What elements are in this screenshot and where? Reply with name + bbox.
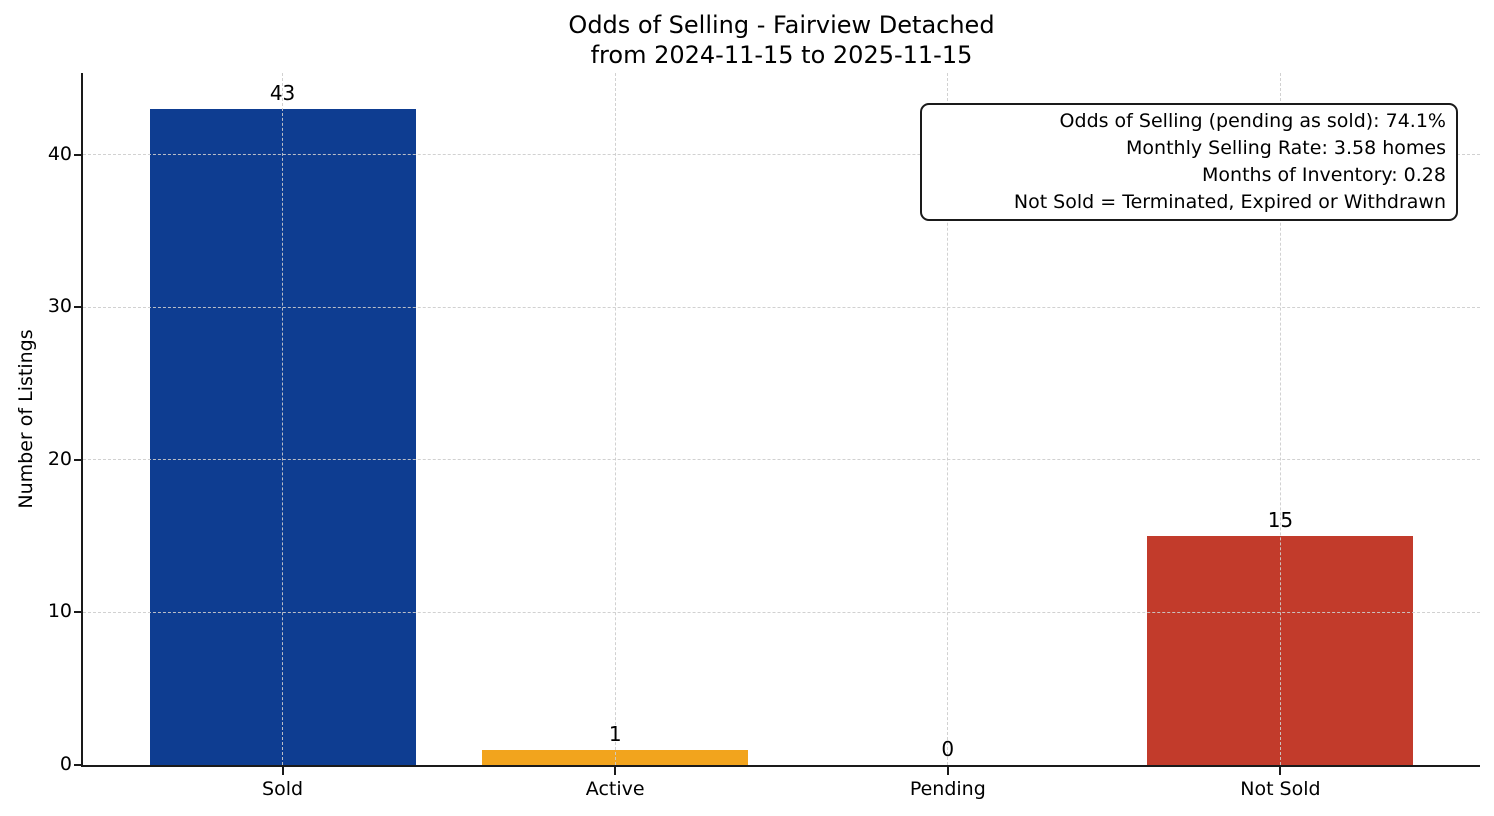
y-tick-label: 30	[47, 295, 72, 318]
y-tick-mark	[74, 458, 82, 461]
bar-value-label: 0	[941, 737, 955, 761]
x-axis-spine	[81, 765, 1480, 767]
y-axis-spine	[81, 73, 83, 767]
x-tick-label-pending: Pending	[909, 778, 986, 800]
y-tick-label: 40	[47, 142, 72, 165]
horizontal-gridline	[83, 306, 1480, 308]
bar-value-label: 15	[1267, 508, 1294, 533]
y-tick-label: 20	[47, 447, 72, 470]
horizontal-gridline	[83, 154, 1480, 156]
stats-annotation-box: Odds of Selling (pending as sold): 74.1%…	[920, 103, 1458, 221]
x-tick-mark	[614, 767, 617, 775]
vertical-gridline	[282, 73, 284, 765]
vertical-gridline	[614, 73, 616, 765]
x-tick-mark	[1279, 767, 1282, 775]
y-tick-mark	[74, 764, 82, 766]
y-tick-mark	[74, 611, 82, 614]
bar-value-label: 43	[269, 80, 296, 105]
x-tick-mark	[281, 767, 284, 775]
y-tick-label: 0	[59, 753, 72, 775]
annotation-line-not-sold-definition: Not Sold = Terminated, Expired or Withdr…	[1013, 191, 1446, 213]
chart-title: Odds of Selling - Fairview Detached from…	[83, 10, 1480, 70]
y-tick-mark	[74, 153, 82, 156]
y-axis-title: Number of Listings	[15, 329, 37, 509]
annotation-line-odds: Odds of Selling (pending as sold): 74.1%	[1059, 110, 1446, 132]
vertical-gridline	[1279, 73, 1281, 765]
chart-title-line2: from 2024-11-15 to 2025-11-15	[590, 41, 973, 69]
x-tick-label-sold: Sold	[262, 778, 304, 800]
y-tick-mark	[74, 306, 82, 309]
annotation-line-months-inventory: Months of Inventory: 0.28	[1202, 164, 1446, 186]
horizontal-gridline	[83, 459, 1480, 461]
x-tick-mark	[946, 767, 949, 775]
x-tick-label-not-sold: Not Sold	[1240, 778, 1321, 800]
horizontal-gridline	[83, 611, 1480, 613]
chart-title-line1: Odds of Selling - Fairview Detached	[568, 11, 995, 39]
x-tick-label-active: Active	[585, 778, 645, 800]
annotation-line-monthly-rate: Monthly Selling Rate: 3.58 homes	[1126, 137, 1446, 159]
y-tick-label: 10	[47, 600, 72, 623]
bar-value-label: 1	[608, 721, 622, 746]
vertical-gridline	[947, 73, 949, 765]
